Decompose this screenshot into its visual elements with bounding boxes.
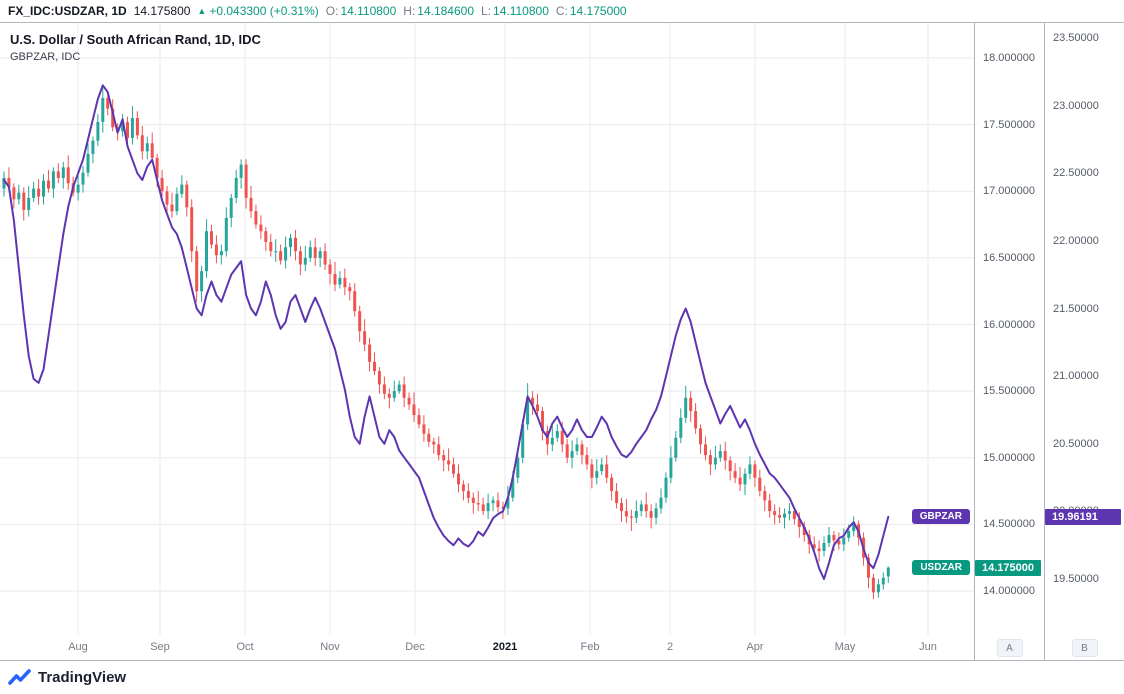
tradingview-brand[interactable]: TradingView <box>38 669 127 686</box>
price-axis-a[interactable]: 14.175000 18.000000 17.500000 17.000000 16.… <box>975 23 1045 660</box>
usdzar-last-price-label: 14.175000 <box>975 559 1041 576</box>
chart-pane[interactable]: U.S. Dollar / South African Rand, 1D, ID… <box>0 23 974 635</box>
price-tick-label: 15.000000 <box>983 451 1035 464</box>
axis-a-button[interactable]: A <box>996 639 1023 657</box>
low-label: L: <box>481 4 492 18</box>
price-up-arrow-icon: ▲ <box>197 6 207 16</box>
time-tick-label: Sep <box>150 641 170 653</box>
gbpzar-series-tag: GBPZAR <box>911 508 970 524</box>
time-tick-label: 2021 <box>492 641 518 653</box>
axis-b-corner: B <box>1045 635 1124 660</box>
high-label: H: <box>403 4 416 18</box>
axis-b-button[interactable]: B <box>1071 639 1098 657</box>
price-tick-label: 17.500000 <box>983 118 1035 131</box>
price-axis-a-scale[interactable]: 14.175000 18.000000 17.500000 17.000000 16.… <box>975 23 1044 635</box>
price-tick-label: 17.000000 <box>983 185 1035 198</box>
price-tick-label: 15.500000 <box>983 385 1035 398</box>
price-axis-b[interactable]: 19.96191 23.50000 23.00000 22.50000 22.0000… <box>1045 23 1124 660</box>
price-tick-label: 20.50000 <box>1053 437 1099 450</box>
gbpzar-last-price-label: 19.96191 <box>1045 508 1121 525</box>
time-tick-label: Aug <box>68 641 88 653</box>
price-tick-label: 14.500000 <box>983 518 1035 531</box>
price-tick-label: 16.500000 <box>983 251 1035 264</box>
open-label: O: <box>325 4 339 18</box>
tradingview-logo-icon[interactable] <box>8 668 32 687</box>
axis-a-corner: A <box>975 635 1044 660</box>
legend-main-symbol[interactable]: U.S. Dollar / South African Rand, 1D, ID… <box>10 32 261 47</box>
open-value: 14.110800 <box>340 4 397 18</box>
plot-column: U.S. Dollar / South African Rand, 1D, ID… <box>0 23 975 660</box>
time-tick-label: May <box>834 641 856 653</box>
low-value: 14.110800 <box>493 4 549 18</box>
time-axis[interactable]: Aug Sep Oct Nov Dec 2021 Feb 2 Apr May Jun <box>0 635 974 660</box>
header-symbol[interactable]: FX_IDC:USDZAR, 1D <box>8 4 127 18</box>
price-tick-label: 22.50000 <box>1053 167 1099 180</box>
usdzar-series-tag: USDZAR <box>912 559 970 575</box>
chart-frame: U.S. Dollar / South African Rand, 1D, ID… <box>0 22 1124 661</box>
chart-legend: U.S. Dollar / South African Rand, 1D, ID… <box>10 32 261 63</box>
gbpzar-line-series <box>3 84 890 580</box>
price-axis-b-scale[interactable]: 19.96191 23.50000 23.00000 22.50000 22.0000… <box>1045 23 1124 635</box>
price-tick-label: 22.00000 <box>1053 234 1099 247</box>
price-tick-label: 16.000000 <box>983 318 1035 331</box>
time-tick-label: Nov <box>320 641 340 653</box>
price-tick-label: 23.50000 <box>1053 32 1099 44</box>
price-tick-label: 19.50000 <box>1053 573 1099 585</box>
time-tick-label: Jun <box>919 641 937 653</box>
price-tick-label: 21.00000 <box>1053 370 1099 383</box>
footer: TradingView <box>0 661 1124 694</box>
time-tick-label: Oct <box>236 641 254 653</box>
legend-overlay-symbol[interactable]: GBPZAR, IDC <box>10 51 81 63</box>
time-tick-label: Feb <box>580 641 600 653</box>
time-tick-label: Dec <box>405 641 425 653</box>
time-tick-label: Apr <box>746 641 764 653</box>
time-tick-label: 2 <box>666 641 674 653</box>
price-tick-label: 21.50000 <box>1053 302 1099 315</box>
close-value: 14.175000 <box>569 4 627 18</box>
price-tick-label: 23.00000 <box>1053 99 1099 112</box>
high-value: 14.184600 <box>417 4 475 18</box>
grid-lines <box>0 23 974 635</box>
header-change: +0.043300 (+0.31%) <box>209 4 319 18</box>
chart-canvas <box>0 23 974 635</box>
symbol-header: FX_IDC:USDZAR, 1D 14.175800 ▲ +0.043300 … <box>0 0 1124 22</box>
price-tick-label: 14.000000 <box>983 585 1035 597</box>
header-last-price: 14.175800 <box>133 4 191 18</box>
price-tick-label: 18.000000 <box>983 52 1035 64</box>
close-label: C: <box>555 4 568 18</box>
usdzar-candlestick-series <box>2 86 890 599</box>
